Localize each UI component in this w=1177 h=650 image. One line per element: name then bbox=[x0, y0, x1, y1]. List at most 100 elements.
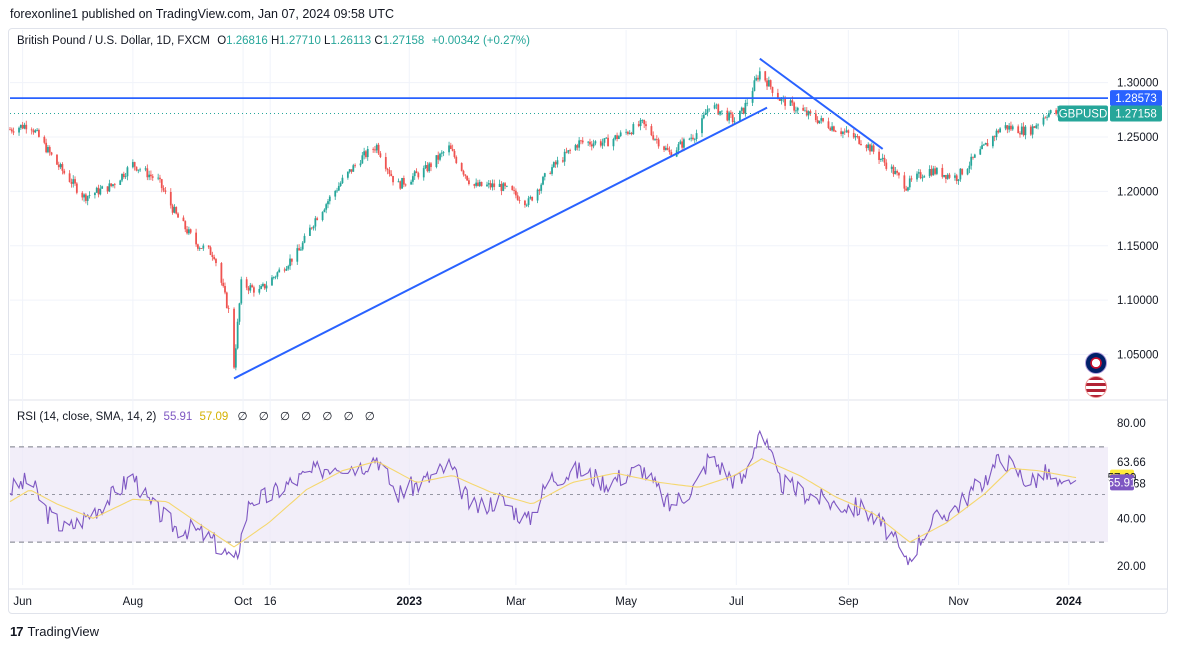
candle-body bbox=[402, 177, 405, 185]
candle-body bbox=[538, 189, 541, 191]
candle-body bbox=[731, 114, 734, 122]
candle-body bbox=[890, 166, 893, 169]
candle-body bbox=[314, 218, 317, 227]
candle-body bbox=[932, 168, 935, 176]
last-price-tag-label: 1.27158 bbox=[1115, 109, 1157, 121]
candle-body bbox=[348, 169, 351, 172]
horizontal-line-price-tag bbox=[1110, 90, 1162, 107]
candle-body bbox=[209, 247, 212, 255]
candle-body bbox=[999, 128, 1002, 133]
candle-body bbox=[930, 169, 933, 176]
candle-body bbox=[312, 226, 315, 229]
candle-body bbox=[829, 127, 832, 131]
candle-body bbox=[251, 285, 254, 288]
candle-body bbox=[131, 162, 134, 168]
price-axis-tick-label: 1.10000 bbox=[1117, 295, 1159, 307]
candle-body bbox=[740, 107, 743, 111]
candle-body bbox=[733, 121, 736, 123]
candle-body bbox=[961, 168, 964, 175]
candle-body bbox=[628, 132, 631, 134]
candle-body bbox=[1024, 126, 1027, 136]
price-axis-tick-label: 1.05000 bbox=[1117, 350, 1159, 362]
candle-body bbox=[94, 192, 96, 196]
candle-body bbox=[137, 169, 140, 171]
candle-body bbox=[816, 120, 819, 124]
candle-body bbox=[717, 104, 720, 115]
candle-body bbox=[148, 174, 151, 178]
candle-body bbox=[502, 183, 505, 191]
candle-body bbox=[556, 160, 559, 165]
candle-body bbox=[1008, 125, 1011, 130]
footer-brand[interactable]: 17 TradingView bbox=[10, 624, 99, 639]
candle-body bbox=[917, 172, 920, 174]
candle-body bbox=[146, 168, 149, 178]
candle-body bbox=[854, 136, 857, 138]
candle-body bbox=[1010, 125, 1012, 130]
candle-body bbox=[715, 104, 718, 106]
candle-body bbox=[440, 152, 443, 154]
candle-body bbox=[150, 174, 152, 177]
candle-body bbox=[776, 92, 779, 99]
candle-body bbox=[589, 141, 591, 145]
low-value: 1.26113 bbox=[330, 35, 372, 47]
candle-body bbox=[587, 141, 590, 143]
candle-body bbox=[413, 171, 416, 177]
candle-body bbox=[337, 185, 340, 191]
candle-body bbox=[207, 245, 210, 248]
candle-body bbox=[679, 141, 682, 145]
candle-body bbox=[245, 279, 248, 288]
candle-body bbox=[972, 156, 974, 158]
price-axis-tick-label: 1.30000 bbox=[1117, 78, 1159, 90]
candle-body bbox=[113, 184, 116, 186]
price-axis-tick-label: 1.25000 bbox=[1117, 132, 1159, 144]
candle-body bbox=[70, 181, 73, 184]
open-label: O bbox=[217, 35, 227, 47]
candle-body bbox=[695, 133, 698, 139]
candle-body bbox=[605, 137, 608, 139]
candle-body bbox=[549, 173, 552, 174]
candle-body bbox=[652, 135, 655, 140]
candle-body bbox=[377, 144, 380, 154]
candle-body bbox=[511, 185, 514, 191]
candle-body bbox=[1011, 126, 1014, 130]
candle-body bbox=[386, 168, 389, 171]
close-value: 1.27158 bbox=[382, 35, 425, 47]
candle-body bbox=[916, 173, 918, 180]
candle-body bbox=[460, 163, 463, 171]
candle-body bbox=[935, 167, 938, 174]
candle-body bbox=[97, 187, 100, 195]
candle-body bbox=[563, 151, 566, 162]
candle-body bbox=[766, 80, 768, 87]
candle-body bbox=[263, 283, 266, 289]
candle-body bbox=[986, 142, 989, 147]
candle-body bbox=[189, 229, 192, 233]
candle-body bbox=[603, 138, 606, 143]
candle-body bbox=[224, 286, 226, 293]
candle-body bbox=[388, 170, 391, 174]
candle-body bbox=[68, 173, 71, 182]
candle-body bbox=[601, 142, 604, 146]
candle-body bbox=[236, 321, 239, 349]
candle-body bbox=[1006, 125, 1009, 130]
candle-body bbox=[755, 77, 758, 81]
symbol-legend[interactable]: British Pound / U.S. Dollar, 1D, FXCM O1… bbox=[17, 35, 530, 47]
candle-body bbox=[903, 175, 906, 189]
candle-body bbox=[713, 105, 716, 109]
time-axis-tick-label: May bbox=[615, 596, 637, 608]
candle-body bbox=[892, 166, 895, 175]
rsi-legend[interactable]: RSI (14, close, SMA, 14, 2) 55.91 57.09 … bbox=[17, 409, 379, 423]
candle-body bbox=[894, 170, 897, 175]
candle-body bbox=[473, 184, 476, 186]
open-value: 1.26816 bbox=[226, 35, 268, 47]
candle-body bbox=[984, 142, 987, 145]
candle-body bbox=[831, 126, 833, 131]
candle-body bbox=[453, 150, 456, 157]
candle-body bbox=[843, 131, 846, 133]
candle-body bbox=[487, 183, 490, 185]
candle-body bbox=[410, 181, 413, 185]
candle-body bbox=[869, 144, 871, 152]
candle-body bbox=[832, 126, 835, 132]
candle-body bbox=[271, 277, 273, 286]
candle-body bbox=[580, 140, 582, 142]
